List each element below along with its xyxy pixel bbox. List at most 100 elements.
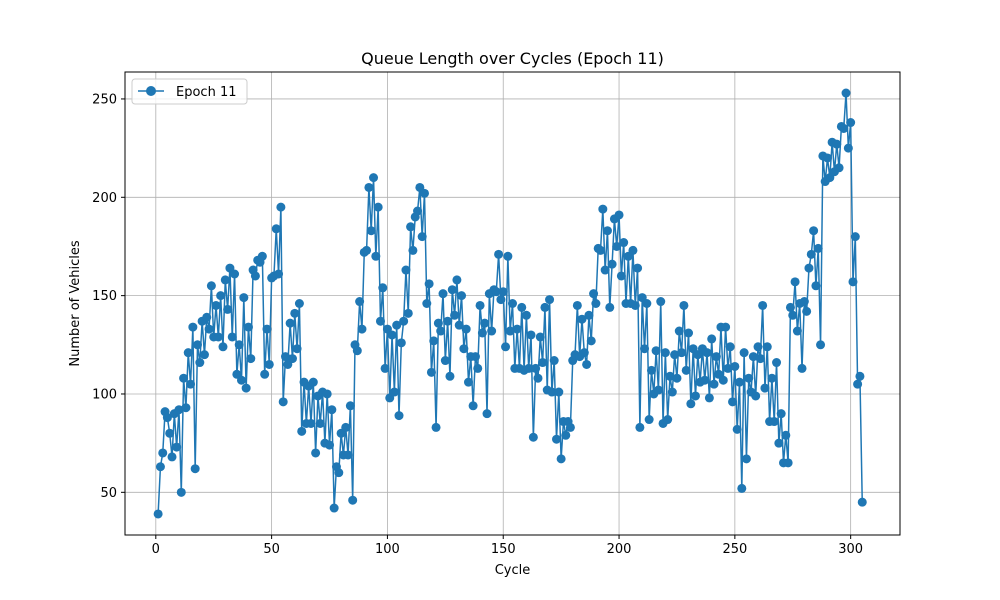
data-point [769,417,779,427]
data-point [348,495,358,505]
y-tick-label: 50 [100,486,117,501]
data-point [237,375,246,385]
data-point [633,263,643,273]
data-point [554,387,564,397]
data-point [853,379,863,389]
data-point [389,387,399,397]
data-point [674,326,684,336]
data-point [445,371,455,381]
data-point [294,299,304,308]
data-point [630,300,640,310]
data-point [642,299,652,308]
x-tick-label: 200 [607,542,632,557]
data-point [760,383,770,393]
data-point [547,387,557,397]
data-point [758,300,768,310]
data-point [767,373,777,383]
data-point [375,316,385,326]
data-point [172,442,182,452]
data-point [352,346,362,356]
data-point [535,332,545,342]
data-point [260,369,270,379]
data-point [246,354,256,364]
data-point [653,385,663,395]
data-point [788,310,798,320]
data-point [725,342,735,352]
data-point [616,271,626,281]
data-point [276,202,286,212]
legend: Epoch 11 [131,78,248,105]
data-point [730,361,740,371]
data-point [635,422,645,432]
data-point [528,432,538,442]
legend-point-marker [146,86,156,96]
data-point [424,279,434,289]
data-point [619,238,629,248]
data-point [718,375,728,385]
data-point [517,302,527,312]
data-point [287,354,297,364]
data-point [459,344,469,354]
data-point [841,88,851,98]
data-point [419,188,429,198]
data-point [165,428,175,438]
data-point [552,434,562,444]
x-axis-ticks: 0 50 100 150 200 250 300 [152,535,863,557]
data-point [153,509,163,519]
data-point [679,300,689,310]
data-point [387,330,397,340]
data-point [572,300,582,310]
data-point [274,269,284,279]
data-point [278,397,288,407]
data-point [799,297,809,307]
data-point [753,342,763,352]
data-point [556,454,566,464]
data-point [401,265,411,275]
data-point [521,310,531,320]
data-point [813,243,823,253]
data-point [454,320,464,330]
data-point [755,354,765,364]
data-point [413,206,423,216]
y-tick-label: 250 [92,92,117,107]
data-point [848,277,858,287]
data-point [834,163,844,173]
data-point [612,241,622,251]
data-point [582,359,592,369]
data-point [262,324,272,334]
data-point [508,299,517,308]
data-point [480,318,490,328]
data-point [468,401,478,411]
data-point [429,336,439,346]
x-tick-label: 150 [491,542,516,557]
data-point [202,312,212,322]
data-point [355,297,365,307]
data-point [369,173,379,183]
data-point [681,365,691,375]
data-point [422,299,432,308]
y-tick-label: 200 [92,191,117,206]
data-point [607,259,617,269]
data-point [665,371,675,381]
data-point [308,377,318,387]
data-point [470,352,480,362]
data-point [174,405,184,415]
data-point [306,418,316,428]
data-point [496,295,506,305]
data-point [176,487,186,497]
data-point [450,310,460,320]
series-points-layer [153,88,867,519]
data-point [230,269,240,279]
data-point [213,332,223,342]
data-point [371,251,381,261]
data-point [751,391,761,401]
data-point [406,222,416,232]
data-point [457,291,467,301]
data-point [672,373,682,383]
data-point [809,226,819,236]
data-point [850,232,860,242]
data-point [565,422,575,432]
data-point [193,340,202,350]
data-point [204,324,214,334]
data-point [774,438,784,448]
